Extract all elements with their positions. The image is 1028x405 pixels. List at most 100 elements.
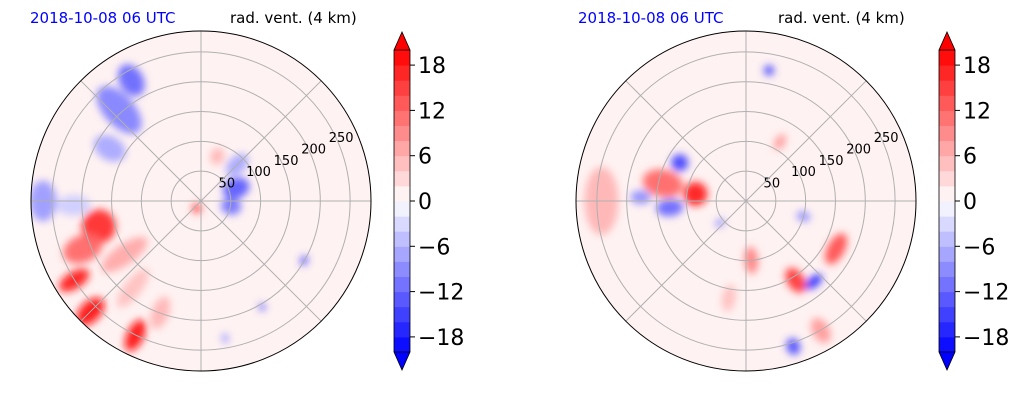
velocity-cell [773,134,787,150]
velocity-cell [805,274,823,290]
panel-time-title: 2018-10-08 06 UTC [30,9,176,27]
range-ring-label: 100 [791,165,816,180]
azimuth-spoke [200,200,322,322]
azimuth-spoke [625,80,747,202]
colorbar-segment [939,95,955,111]
colorbar-segment [394,216,410,232]
colorbar-tick-label: −18 [963,326,1009,351]
colorbar-segment [939,336,955,353]
velocity-cell [116,268,150,308]
colorbar-tick-label: −18 [418,326,464,351]
colorbar-segment [394,80,410,96]
velocity-cell [210,147,225,165]
colorbar-tick-label: −12 [418,281,464,306]
colorbar-segment [939,50,955,66]
range-ring-label: 50 [764,177,781,192]
colorbar-segment [939,65,955,81]
colorbar-segment [394,306,410,323]
velocity-cell [642,169,684,198]
velocity-cell [825,233,848,265]
colorbar-segment [394,321,410,338]
colorbar-tick-label: 18 [963,54,991,79]
colorbar-tick-label: −12 [963,281,1009,306]
panel-field-title: rad. vent. (4 km) [230,9,357,27]
colorbar-segment [939,276,955,293]
colorbar-segment [939,80,955,96]
colorbar-segment [394,201,410,217]
azimuth-spoke [80,200,202,322]
azimuth-spoke [625,200,747,322]
velocity-cell [721,284,736,312]
velocity-cell [93,134,126,162]
colorbar-segment [939,155,955,172]
colorbar-segment [939,291,955,308]
colorbar-tick-label: −6 [418,235,450,260]
range-ring-label: 50 [219,177,236,192]
range-ring-label: 150 [819,154,844,169]
velocity-cell [191,203,202,214]
colorbar-segment [939,246,955,262]
azimuth-spoke [745,200,867,322]
range-ring-label: 250 [874,131,899,146]
colorbar-segment [394,336,410,353]
radar-boundary [30,30,372,372]
range-ring-label: 250 [329,131,354,146]
azimuth-spoke [80,80,202,202]
colorbar-tick-label: 0 [963,190,977,215]
colorbar-segment [394,155,410,172]
colorbar-segment [394,170,410,187]
colorbar-segment [939,140,955,157]
azimuth-spoke [745,80,867,202]
colorbar-segment [394,261,410,277]
colorbar-extend-max [393,31,411,51]
velocity-cell [656,199,684,217]
colorbar-extend-min [938,351,956,371]
azimuth-spoke [200,80,322,202]
colorbar-segment [939,306,955,323]
colorbar-segment [939,170,955,187]
colorbar-tick-label: 0 [418,190,432,215]
colorbar-segment [939,321,955,338]
velocity-field [584,65,848,355]
colorbar-extend-max [938,31,956,51]
velocity-cell [671,154,689,172]
range-ring-label: 100 [246,165,271,180]
colorbar-segment [939,110,955,126]
colorbar-segment [939,261,955,277]
colorbar-segment [394,65,410,81]
panel-time-title: 2018-10-08 06 UTC [578,9,724,27]
colorbar-tick-label: −6 [963,235,995,260]
velocity-cell [101,236,148,273]
colorbar-tick-label: 12 [963,99,991,124]
velocity-cell [763,65,775,76]
colorbar-segment [394,231,410,247]
velocity-cell [683,182,708,206]
velocity-cell [258,303,266,311]
radar-panel-left: 2018-10-08 06 UTC rad. vent. (4 km) 50 10… [30,9,464,372]
velocity-cell [785,267,806,293]
range-ring-label: 200 [846,142,871,157]
colorbar-segment [939,185,955,202]
colorbar-tick-label: 6 [963,145,977,170]
range-ring-label: 150 [274,154,299,169]
colorbar-segment [394,291,410,308]
velocity-cell [96,86,142,134]
colorbar-extend-min [393,351,411,371]
colorbar-segment [394,185,410,202]
colorbar-tick-label: 6 [418,145,432,170]
velocity-cell [63,234,103,264]
colorbar-segment [394,276,410,293]
colorbar-segment [394,140,410,157]
radar-panel-right: 2018-10-08 06 UTC rad. vent. (4 km) 50 10… [548,0,1028,401]
colorbar-segment [939,201,955,217]
colorbar-segment [394,110,410,126]
colorbar-segment [939,231,955,247]
colorbar-segment [394,50,410,66]
velocity-cell [221,333,229,344]
range-ring-label: 200 [301,142,326,157]
velocity-cell [220,197,242,215]
colorbar-segment [394,125,410,142]
colorbar-tick-label: 12 [418,99,446,124]
